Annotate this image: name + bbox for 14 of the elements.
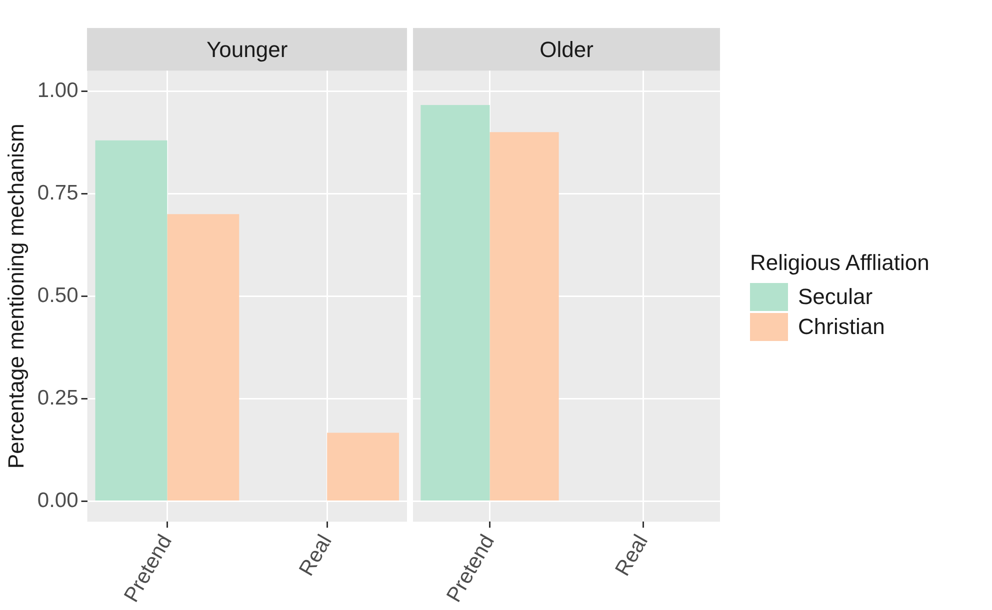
- chart-title: Younger: [87, 28, 407, 71]
- y-tick-label: 0.50: [37, 284, 78, 307]
- y-axis-title: Percentage mentioning mechanism: [3, 124, 28, 469]
- y-tick-label: 1.00: [37, 78, 78, 102]
- legend-label: Secular: [798, 284, 873, 310]
- y-tick-label: 0.25: [37, 386, 78, 410]
- legend-label: Christian: [798, 314, 885, 340]
- legend-title: Religious Affliation: [750, 250, 930, 276]
- bar: [327, 432, 400, 500]
- bar: [95, 140, 168, 500]
- y-tick-label: 0.75: [37, 181, 78, 204]
- bar: [167, 214, 240, 500]
- y-tick-label: 0.00: [37, 488, 78, 512]
- chart-title: Older: [413, 28, 720, 71]
